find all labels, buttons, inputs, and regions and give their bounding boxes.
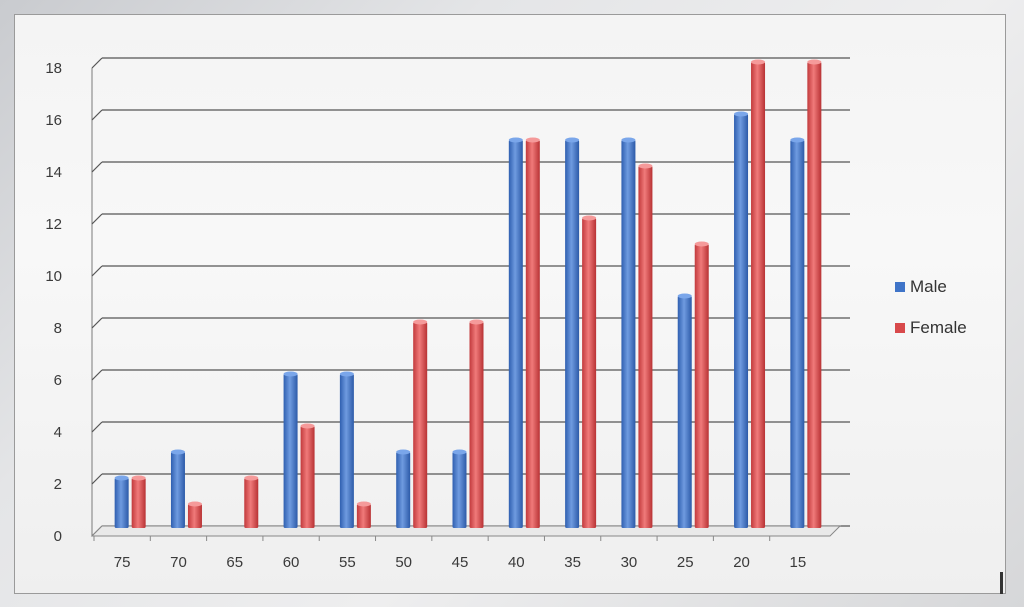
bar-female [751,59,766,528]
x-tick-label: 30 [621,554,638,571]
bar-male [396,449,411,528]
bar-female [807,59,822,528]
bar-female [469,319,484,528]
gridline-diagonal [91,421,103,433]
x-tick-label: 65 [226,554,243,571]
bar-male [621,137,636,528]
x-tick-label: 40 [508,554,525,571]
gridline-diagonal [91,369,103,381]
gridline-diagonal [91,265,103,277]
y-tick-label: 10 [45,268,62,285]
legend-label-male: Male [910,277,947,296]
gridline-diagonal [91,213,103,225]
bar-male [790,137,805,528]
legend-swatch-female [895,323,905,333]
x-tick-label: 20 [733,554,750,571]
legend-item-female: Female [895,317,967,339]
bar-female [525,137,540,528]
bar-female [413,319,428,528]
legend-item-male: Male [895,276,967,298]
text-cursor [1000,572,1003,594]
gridline-diagonal [91,109,103,121]
y-tick-label: 0 [54,528,62,545]
bar-female [582,215,597,528]
y-tick-label: 2 [54,476,62,493]
gridline-diagonal [91,317,103,329]
gridline-diagonal [91,473,103,485]
y-tick-label: 4 [54,424,62,441]
y-tick-label: 12 [45,216,62,233]
x-tick-label: 15 [790,554,807,571]
y-tick-label: 6 [54,372,62,389]
bar-male [339,371,354,528]
x-tick-label: 75 [114,554,131,571]
bar-male [508,137,523,528]
bar-female [300,423,315,528]
gridline-diagonal [91,161,103,173]
bar-male [170,449,185,528]
bar-female [694,241,709,528]
x-axis-ticks: 75 70 65 60 55 50 45 40 35 30 25 20 15 [93,536,807,571]
bar-female [638,163,653,528]
gridline-diagonal [91,57,103,69]
legend-swatch-male [895,282,905,292]
bar-male [114,475,129,528]
bar-male [452,449,467,528]
x-tick-label: 35 [564,554,581,571]
y-tick-label: 18 [45,60,62,77]
legend: Male Female [895,276,967,358]
bar-female [131,475,146,528]
x-tick-label: 45 [452,554,469,571]
bar-male [734,111,749,528]
bar-male [283,371,298,528]
bar-female [356,501,371,528]
y-axis-ticks: 0 2 4 6 8 10 12 14 16 18 [45,60,62,545]
y-tick-label: 16 [45,112,62,129]
bar-female [244,475,259,528]
y-tick-label: 14 [45,164,62,181]
x-tick-label: 70 [170,554,187,571]
x-tick-label: 55 [339,554,356,571]
legend-label-female: Female [910,318,967,337]
x-tick-label: 25 [677,554,694,571]
chart-floor [90,525,842,537]
bar-male [565,137,580,528]
bar-male [677,293,692,528]
x-tick-label: 50 [395,554,412,571]
bars [114,59,822,528]
bar-female [187,501,202,528]
x-tick-label: 60 [283,554,300,571]
y-tick-label: 8 [54,320,62,337]
